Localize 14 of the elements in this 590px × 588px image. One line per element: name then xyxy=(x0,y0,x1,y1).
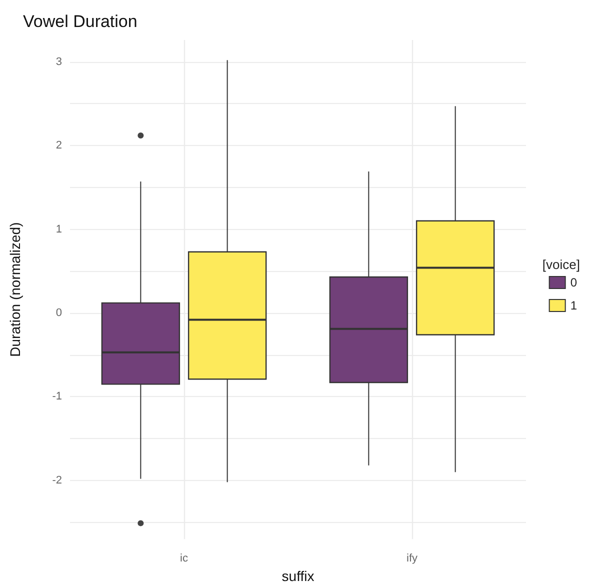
x-tick-label: ic xyxy=(180,552,188,565)
legend-title: [voice] xyxy=(542,257,580,272)
legend-label: 1 xyxy=(570,298,578,312)
y-tick-label: -2 xyxy=(52,474,62,486)
y-tick-label: 0 xyxy=(56,307,62,319)
x-axis-title: suffix xyxy=(282,568,314,584)
y-tick-label: 1 xyxy=(56,223,62,236)
x-tick-label: ify xyxy=(406,552,418,565)
chart-title: Vowel Duration xyxy=(23,12,138,31)
y-tick-label: 2 xyxy=(56,140,62,152)
legend-label: 0 xyxy=(570,276,578,290)
y-axis-title: Duration (normalized) xyxy=(7,222,23,357)
y-tick-label: 3 xyxy=(56,56,62,68)
y-tick-label: -1 xyxy=(52,390,62,403)
